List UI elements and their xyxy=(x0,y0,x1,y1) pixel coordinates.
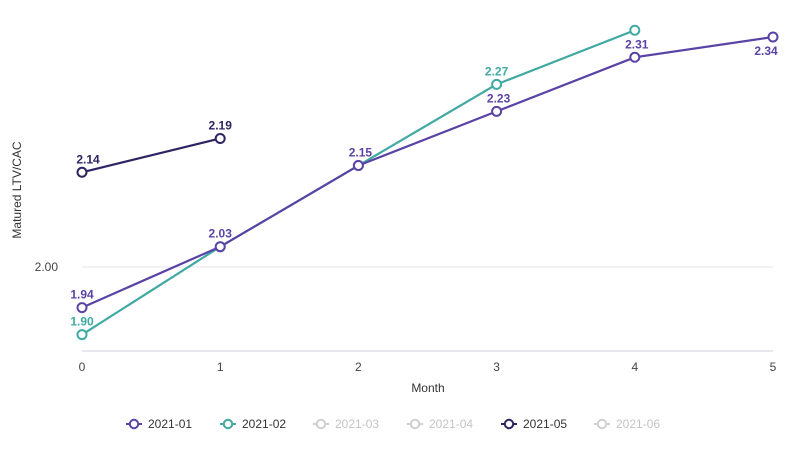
data-label-2021-05: 2.19 xyxy=(209,118,233,132)
legend-marker xyxy=(315,418,327,430)
legend-marker xyxy=(503,418,515,430)
x-tick-label: 2 xyxy=(355,360,362,374)
data-point-2021-02[interactable] xyxy=(76,329,88,341)
data-point-2021-01[interactable] xyxy=(352,160,364,172)
legend-item-2021-01[interactable]: 2021-01 xyxy=(126,417,192,431)
legend-label: 2021-06 xyxy=(616,417,660,431)
legend-item-2021-03[interactable]: 2021-03 xyxy=(313,417,379,431)
data-point-2021-01[interactable] xyxy=(491,105,503,117)
series-layer xyxy=(76,24,779,341)
series-line-2021-01 xyxy=(81,35,774,309)
x-tick-label: 0 xyxy=(79,360,86,374)
data-point-2021-01[interactable] xyxy=(767,31,779,43)
x-tick-label: 5 xyxy=(770,360,777,374)
data-point-2021-02[interactable] xyxy=(629,24,641,36)
legend-marker xyxy=(409,418,421,430)
data-label-2021-01: 2.15 xyxy=(349,146,373,160)
data-point-2021-05[interactable] xyxy=(76,166,88,178)
legend-marker xyxy=(128,418,140,430)
x-axis-title: Month xyxy=(411,381,444,395)
axis-layer: 2.00 0 1 2 3 4 5 xyxy=(35,260,777,374)
x-tick-label: 3 xyxy=(493,360,500,374)
legend-item-2021-05[interactable]: 2021-05 xyxy=(501,417,567,431)
data-label-2021-02: 1.90 xyxy=(70,315,94,329)
legend-item-2021-04[interactable]: 2021-04 xyxy=(407,417,473,431)
data-label-2021-01: 2.03 xyxy=(209,227,233,241)
data-point-2021-01[interactable] xyxy=(76,302,88,314)
legend-item-2021-02[interactable]: 2021-02 xyxy=(220,417,286,431)
data-label-2021-02: 2.27 xyxy=(485,64,509,78)
data-label-2021-01: 1.94 xyxy=(70,288,94,302)
data-point-2021-01[interactable] xyxy=(629,51,641,63)
data-label-layer: 2.14 2.19 1.90 2.27 1.94 2.03 2.15 2.23 2.31 2.34 xyxy=(70,37,778,328)
y-axis-title: Matured LTV/CAC xyxy=(10,141,24,238)
x-tick-label: 4 xyxy=(631,360,638,374)
legend-label: 2021-03 xyxy=(335,417,379,431)
x-tick-label: 1 xyxy=(217,360,224,374)
legend-marker xyxy=(596,418,608,430)
y-tick-label: 2.00 xyxy=(35,260,59,274)
data-point-2021-02[interactable] xyxy=(491,78,503,90)
data-point-2021-05[interactable] xyxy=(214,132,226,144)
data-point-2021-01[interactable] xyxy=(214,241,226,253)
legend-label: 2021-05 xyxy=(523,417,567,431)
legend-label: 2021-01 xyxy=(148,417,192,431)
data-label-2021-01: 2.23 xyxy=(487,91,511,105)
series-line-2021-02 xyxy=(81,29,636,336)
data-label-2021-01: 2.31 xyxy=(625,37,649,51)
legend-label: 2021-04 xyxy=(429,417,473,431)
data-label-2021-05: 2.14 xyxy=(76,152,100,166)
legend-marker xyxy=(222,418,234,430)
legend-item-2021-06[interactable]: 2021-06 xyxy=(594,417,660,431)
series-line-2021-05 xyxy=(81,137,221,174)
legend-label: 2021-02 xyxy=(242,417,286,431)
legend: 2021-01 2021-02 2021-03 2021-04 2021-05 2021-… xyxy=(126,417,660,431)
data-label-2021-01: 2.34 xyxy=(754,44,778,58)
